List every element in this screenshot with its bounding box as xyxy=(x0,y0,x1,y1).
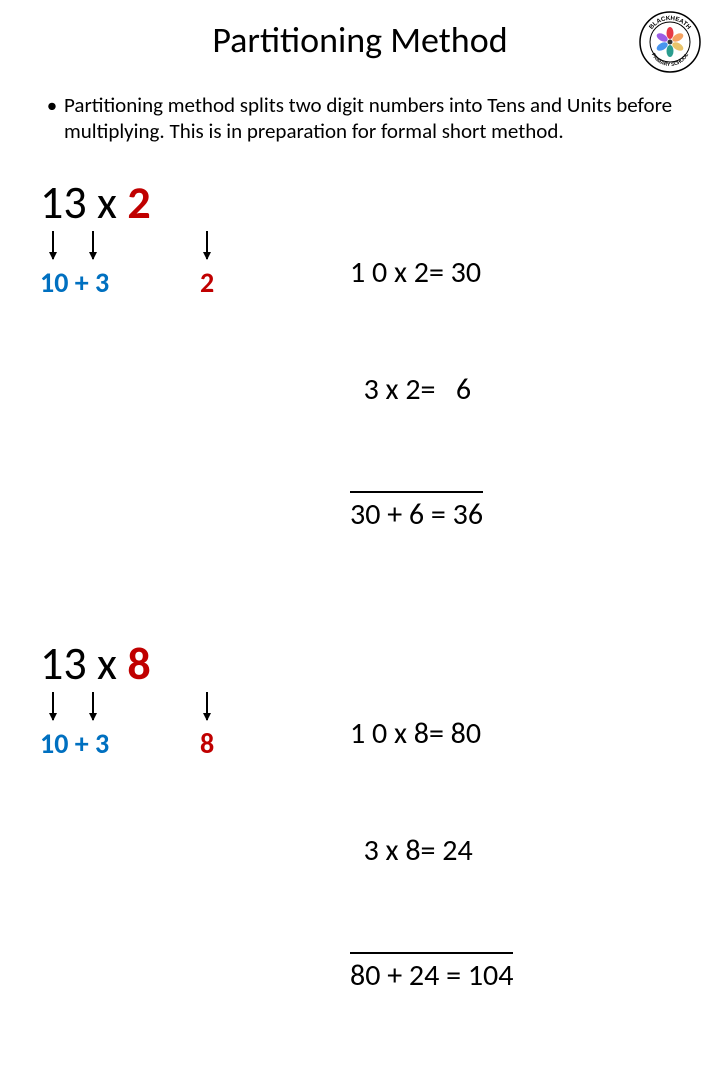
arrow-units-icon xyxy=(92,692,94,720)
units-digit: 3 xyxy=(63,175,86,231)
bullet-dot: • xyxy=(40,92,64,145)
partition-multiplier: 2 xyxy=(200,265,214,300)
school-logo: BLACKHEATH PRIMARY SCHOOL xyxy=(638,10,702,74)
partition-breakdown: 10 + 3 xyxy=(40,265,109,300)
example-2: 13 x 8 10 + 3 8 1 0 x 8= 80 3 x 8= 24 80… xyxy=(0,636,720,1073)
example-2-calculation: 1 0 x 8= 80 3 x 8= 24 80 + 24 = 104 xyxy=(350,636,513,1073)
calc-sum: 30 + 6 = 36 xyxy=(350,491,483,534)
example-1-calculation: 1 0 x 2= 30 3 x 2= 6 30 + 6 = 36 xyxy=(350,175,483,612)
example-2-expression: 13 x 8 xyxy=(40,636,151,692)
example-1-left: 13 x 2 10 + 3 2 xyxy=(40,175,350,305)
calc-line-1: 1 0 x 2= 30 xyxy=(350,253,483,292)
arrow-tens-icon xyxy=(52,231,54,259)
tens-digit: 1 xyxy=(40,175,63,231)
partition-multiplier: 8 xyxy=(200,726,214,761)
calc-line-2: 3 x 2= 6 xyxy=(350,370,483,409)
bullet-text: Partitioning method splits two digit num… xyxy=(64,92,680,145)
example-2-left: 13 x 8 10 + 3 8 xyxy=(40,636,350,766)
partition-breakdown: 10 + 3 xyxy=(40,726,109,761)
example-1: 13 x 2 10 + 3 2 1 0 x 2= 30 3 x 2= 6 30 … xyxy=(0,175,720,612)
arrow-tens-icon xyxy=(52,692,54,720)
calc-line-1: 1 0 x 8= 80 xyxy=(350,714,513,753)
slide-title: Partitioning Method xyxy=(0,0,720,62)
calc-line-2: 3 x 8= 24 xyxy=(350,831,513,870)
arrow-multiplier-icon xyxy=(206,231,208,259)
example-1-expression: 13 x 2 xyxy=(40,175,151,231)
multiplier: 2 xyxy=(127,175,150,231)
calc-sum: 80 + 24 = 104 xyxy=(350,952,513,995)
arrow-multiplier-icon xyxy=(206,692,208,720)
tens-digit: 1 xyxy=(40,636,63,692)
arrow-units-icon xyxy=(92,231,94,259)
units-digit: 3 xyxy=(63,636,86,692)
bullet-block: • Partitioning method splits two digit n… xyxy=(0,62,720,145)
multiplier: 8 xyxy=(127,636,150,692)
